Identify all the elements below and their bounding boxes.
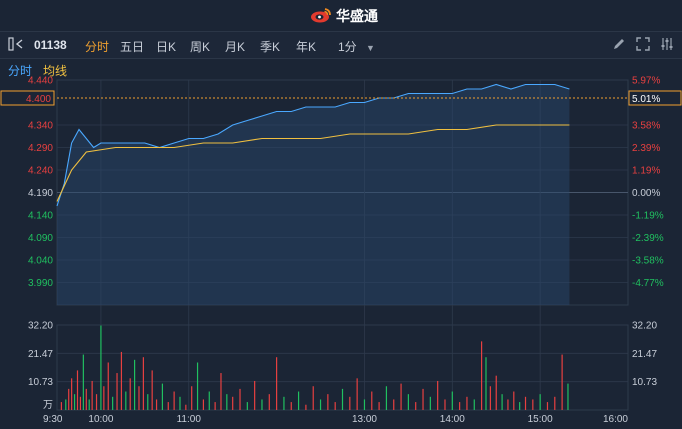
interval-value: 1分 (338, 40, 357, 54)
price-area (57, 84, 570, 305)
y-tick-right: 0.00% (632, 188, 660, 199)
tab-quarterly-k[interactable]: 季K (260, 40, 281, 54)
y-tick-left: 4.040 (28, 256, 53, 267)
y-tick-left: 4.140 (28, 211, 53, 222)
volume-tick-left: 32.20 (28, 321, 53, 332)
tab-five-day[interactable]: 五日 (120, 40, 145, 54)
avg-line (56, 124, 570, 202)
volume-tick-left: 21.47 (28, 349, 53, 360)
x-tick-label: 11:00 (177, 414, 202, 425)
y-tick-left: 4.190 (28, 188, 53, 199)
tab-weekly-k[interactable]: 周K (190, 40, 211, 54)
volume-tick-right: 32.20 (632, 321, 657, 332)
expand-icon[interactable] (636, 37, 650, 54)
volume-unit-label: 万 (43, 400, 53, 411)
sidebar-toggle-icon[interactable] (8, 37, 26, 54)
sub-bar: 分时 均线 (0, 59, 682, 79)
y-tick-right: 5.97% (632, 76, 660, 87)
y-tick-left: 4.290 (28, 143, 53, 154)
current-change-label: 5.01% (632, 94, 660, 105)
stock-code: 01138 (34, 38, 67, 52)
y-tick-left: 4.340 (28, 121, 53, 132)
title-bar: 华盛通 (0, 0, 682, 32)
y-tick-right: 3.58% (632, 121, 660, 132)
y-tick-right: 1.19% (632, 166, 660, 177)
avg-line-label[interactable]: 均线 (43, 64, 68, 78)
intraday-label[interactable]: 分时 (8, 64, 33, 78)
y-tick-left: 4.440 (28, 76, 53, 87)
brand: 华盛通 (310, 6, 378, 26)
current-price-label: 4.400 (26, 94, 51, 105)
x-tick-label: 13:00 (352, 414, 377, 425)
y-tick-right: -2.39% (632, 233, 664, 244)
pencil-icon[interactable] (612, 37, 626, 54)
x-tick-label: 10:00 (88, 414, 113, 425)
x-tick-label: 16:00 (603, 414, 628, 425)
current-change-box-right (628, 90, 682, 106)
toolbar: 01138 分时 五日 日K 周K 月K 季K 年K 1分 ▼ (0, 32, 682, 59)
x-tick-label: 15:00 (528, 414, 553, 425)
x-tick-label: 14:00 (440, 414, 465, 425)
price-line (56, 83, 570, 207)
interval-select[interactable]: 1分 ▼ (338, 38, 375, 55)
volume-tick-right: 10.73 (632, 377, 657, 388)
weibo-eye-logo (310, 7, 332, 26)
volume-tick-right: 21.47 (632, 349, 657, 360)
tab-daily-k[interactable]: 日K (156, 40, 177, 54)
tab-monthly-k[interactable]: 月K (225, 40, 246, 54)
y-tick-right: -3.58% (632, 256, 664, 267)
y-tick-left: 4.240 (28, 166, 53, 177)
y-tick-left: 4.090 (28, 233, 53, 244)
y-tick-left: 3.990 (28, 278, 53, 289)
x-tick-label: 9:30 (43, 414, 63, 425)
brand-name: 华盛通 (336, 8, 378, 24)
current-price-box-left (0, 90, 55, 106)
y-tick-right: -4.77% (632, 278, 664, 289)
settings-icon[interactable] (660, 37, 674, 54)
tab-yearly-k[interactable]: 年K (296, 40, 317, 54)
chevron-down-icon: ▼ (366, 43, 375, 53)
y-tick-right: -1.19% (632, 211, 664, 222)
y-tick-right: 2.39% (632, 143, 660, 154)
tab-intraday[interactable]: 分时 (85, 40, 110, 54)
volume-tick-left: 10.73 (28, 377, 53, 388)
